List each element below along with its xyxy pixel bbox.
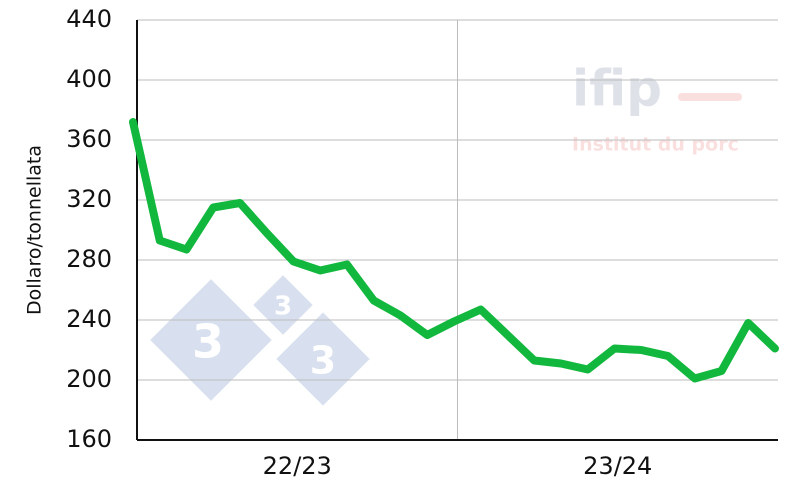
watermark-bar — [678, 93, 742, 101]
y-tick-label: 240 — [66, 305, 112, 333]
logo-digit: 3 — [310, 339, 336, 383]
y-tick-label: 320 — [66, 185, 112, 213]
y-axis-label: Dollaro/tonnellata — [24, 145, 46, 315]
logo-digit: 3 — [192, 315, 224, 369]
watermark-logo: 3 3 3 — [150, 275, 370, 406]
series-line — [129, 118, 779, 383]
x-group-label: 22/23 — [263, 452, 332, 480]
y-tick-label: 440 — [66, 5, 112, 33]
logo-diamond — [150, 279, 272, 401]
y-tick-label: 280 — [66, 245, 112, 273]
y-tick-label: 200 — [66, 365, 112, 393]
watermark-ifip: ifip Institut du porc — [572, 60, 742, 156]
watermark-tagline: Institut du porc — [572, 134, 739, 156]
watermark-brand: ifip — [572, 60, 662, 118]
logo-digit: 3 — [274, 292, 292, 322]
y-tick-label: 400 — [66, 65, 112, 93]
logo-diamond — [276, 312, 370, 406]
y-tick-label: 160 — [66, 425, 112, 453]
x-group-label: 23/24 — [583, 452, 652, 480]
y-tick-label: 360 — [66, 125, 112, 153]
